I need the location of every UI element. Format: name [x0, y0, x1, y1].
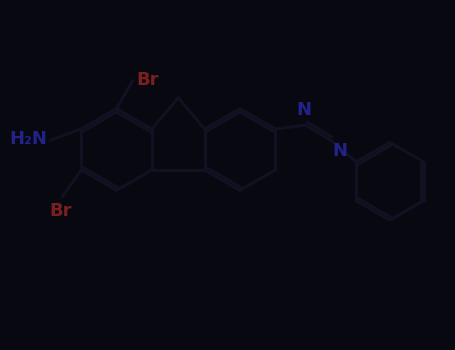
Text: Br: Br [49, 202, 72, 220]
Text: H₂N: H₂N [10, 130, 47, 148]
Text: N: N [297, 100, 312, 119]
Text: N: N [333, 142, 348, 161]
Text: Br: Br [136, 70, 159, 89]
